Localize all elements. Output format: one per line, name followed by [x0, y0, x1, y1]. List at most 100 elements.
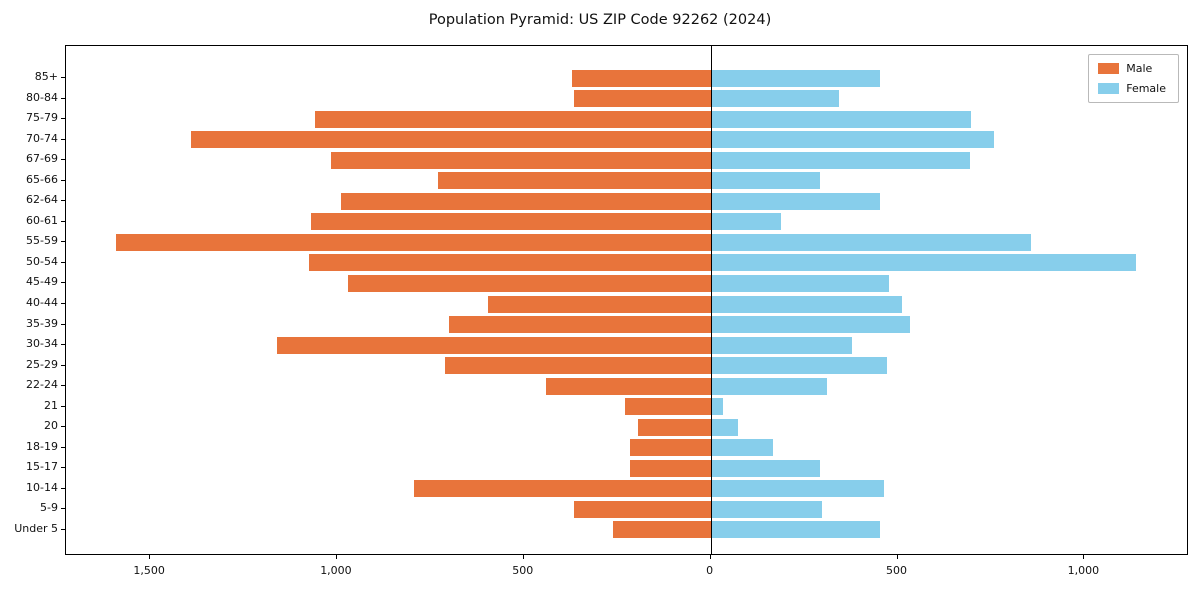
x-tick-label: 500 — [512, 564, 534, 577]
bar-male-70-74 — [191, 131, 711, 149]
bar-male-85+ — [572, 69, 711, 87]
bar-male-5-9 — [574, 500, 711, 518]
y-tick-mark — [61, 446, 65, 448]
bar-female-25-29 — [711, 357, 888, 375]
plot-area: Male Female — [65, 45, 1188, 555]
y-tick-mark — [61, 97, 65, 99]
bar-male-25-29 — [445, 357, 711, 375]
bar-female-65-66 — [711, 172, 821, 190]
y-tick-label: 50-54 — [26, 254, 58, 268]
bar-female-70-74 — [711, 131, 994, 149]
y-tick-label: 20 — [44, 419, 58, 433]
y-tick-label: 21 — [44, 398, 58, 412]
y-tick-label: 85+ — [34, 70, 58, 84]
y-tick-mark — [61, 487, 65, 489]
x-tick-mark — [709, 555, 711, 559]
y-tick-label: 45-49 — [26, 275, 58, 289]
bar-female-55-59 — [711, 233, 1032, 251]
bar-male-40-44 — [488, 295, 711, 313]
x-tick-mark — [335, 555, 337, 559]
y-tick-label: 15-17 — [26, 460, 58, 474]
bar-female-50-54 — [711, 254, 1136, 272]
y-tick-mark — [61, 323, 65, 325]
y-tick-label: 10-14 — [26, 480, 58, 494]
bar-female-85+ — [711, 69, 880, 87]
bar-female-30-34 — [711, 336, 852, 354]
bar-male-55-59 — [116, 233, 711, 251]
bar-female-21 — [711, 398, 723, 416]
y-tick-mark — [61, 282, 65, 284]
y-tick-label: 30-34 — [26, 337, 58, 351]
bar-male-67-69 — [331, 151, 711, 169]
bar-female-18-19 — [711, 439, 774, 457]
bar-male-50-54 — [308, 254, 711, 272]
bar-female-75-79 — [711, 110, 972, 128]
y-tick-mark — [61, 159, 65, 161]
bar-male-35-39 — [449, 316, 711, 334]
y-tick-mark — [61, 405, 65, 407]
y-tick-mark — [61, 179, 65, 181]
y-tick-label: 40-44 — [26, 296, 58, 309]
y-tick-mark — [61, 220, 65, 222]
y-tick-mark — [61, 118, 65, 120]
y-tick-label: 18-19 — [26, 439, 58, 453]
y-tick-mark — [61, 77, 65, 79]
y-tick-mark — [61, 528, 65, 530]
y-tick-label: 62-64 — [26, 193, 58, 207]
y-tick-label: 25-29 — [26, 357, 58, 371]
bar-male-10-14 — [413, 480, 711, 498]
y-tick-label: 55-59 — [26, 234, 58, 248]
y-tick-label: 65-66 — [26, 172, 58, 186]
x-tick-label: 0 — [706, 564, 714, 577]
bar-male-Under 5 — [613, 521, 711, 539]
bar-male-22-24 — [546, 377, 711, 395]
bar-female-80-84 — [711, 90, 839, 108]
x-tick-label: 1,000 — [1067, 564, 1100, 577]
x-tick-mark — [1083, 555, 1085, 559]
y-tick-mark — [61, 303, 65, 304]
bar-male-62-64 — [340, 192, 711, 210]
x-tick-label: 500 — [886, 564, 907, 577]
bar-female-15-17 — [711, 459, 821, 477]
bar-female-20 — [711, 418, 738, 436]
male-color-swatch — [1098, 63, 1120, 74]
chart-title: Population Pyramid: US ZIP Code 92262 (2… — [428, 12, 772, 28]
bar-female-40-44 — [711, 295, 903, 313]
bar-female-10-14 — [711, 480, 884, 498]
x-tick-mark — [896, 555, 898, 559]
bar-male-30-34 — [277, 336, 711, 354]
zero-axis-line — [710, 46, 712, 554]
y-tick-mark — [61, 138, 65, 140]
y-tick-mark — [61, 364, 65, 366]
y-tick-label: 35-39 — [26, 316, 58, 330]
bar-male-60-61 — [310, 213, 711, 231]
bar-male-65-66 — [437, 172, 711, 190]
y-tick-mark — [61, 508, 65, 510]
bar-male-80-84 — [574, 90, 711, 108]
legend-item-female: Female — [1098, 82, 1166, 95]
y-tick-label: 67-69 — [26, 152, 58, 166]
x-tick-label: 1,500 — [133, 564, 165, 577]
bar-male-20 — [637, 418, 711, 436]
bar-male-75-79 — [314, 110, 711, 128]
y-tick-mark — [61, 200, 65, 202]
bar-female-62-64 — [711, 192, 880, 210]
y-tick-mark — [61, 344, 65, 346]
y-tick-label: 22-24 — [26, 378, 58, 392]
y-tick-label: 70-74 — [26, 131, 58, 145]
y-tick-mark — [61, 385, 65, 387]
legend: Male Female — [1088, 54, 1179, 103]
bar-female-Under 5 — [711, 521, 880, 539]
y-tick-mark — [61, 241, 65, 243]
y-tick-label: 5-9 — [40, 501, 58, 515]
bar-male-18-19 — [630, 439, 711, 457]
bar-female-5-9 — [711, 500, 822, 518]
legend-label-female: Female — [1126, 82, 1166, 95]
y-tick-label: 75-79 — [26, 111, 58, 125]
y-tick-label: 80-84 — [26, 90, 58, 104]
bar-female-60-61 — [711, 213, 781, 231]
bar-female-22-24 — [711, 377, 828, 395]
bar-male-21 — [624, 398, 711, 416]
x-tick-mark — [149, 555, 151, 559]
